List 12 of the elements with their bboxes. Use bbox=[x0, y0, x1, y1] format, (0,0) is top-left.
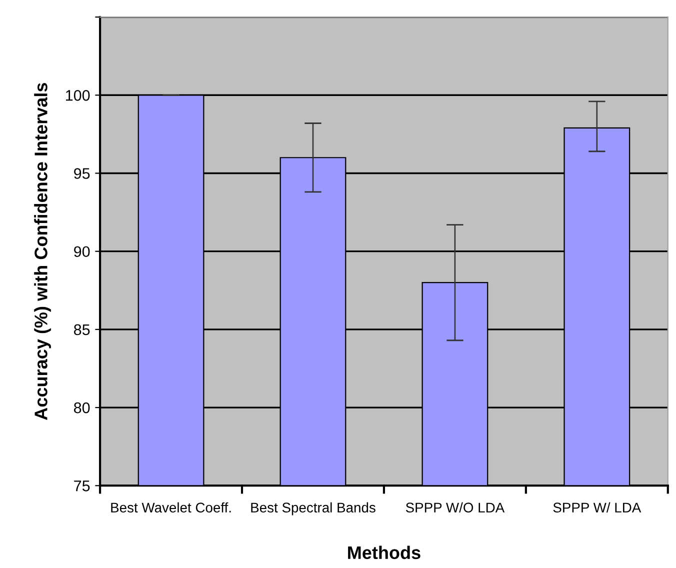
y-tick-label: 95 bbox=[74, 168, 90, 179]
x-tick-label: Best Spectral Bands bbox=[251, 502, 376, 516]
y-tick-label: 85 bbox=[74, 324, 90, 336]
y-tick-label: 75 bbox=[74, 480, 90, 492]
x-axis-title: Methods bbox=[348, 546, 420, 560]
y-tick-label: 100 bbox=[66, 90, 90, 101]
x-tick-label: SPPP W/ LDA bbox=[553, 502, 642, 513]
y-tick-label: 80 bbox=[74, 402, 90, 414]
x-tick-label: SPPP W/O LDA bbox=[406, 502, 505, 513]
y-tick-label: 90 bbox=[74, 246, 90, 258]
x-tick-label: Best Wavelet Coeff. bbox=[111, 502, 231, 513]
y-axis-title: Accuracy (%) with Confidence Intervals bbox=[34, 83, 51, 420]
